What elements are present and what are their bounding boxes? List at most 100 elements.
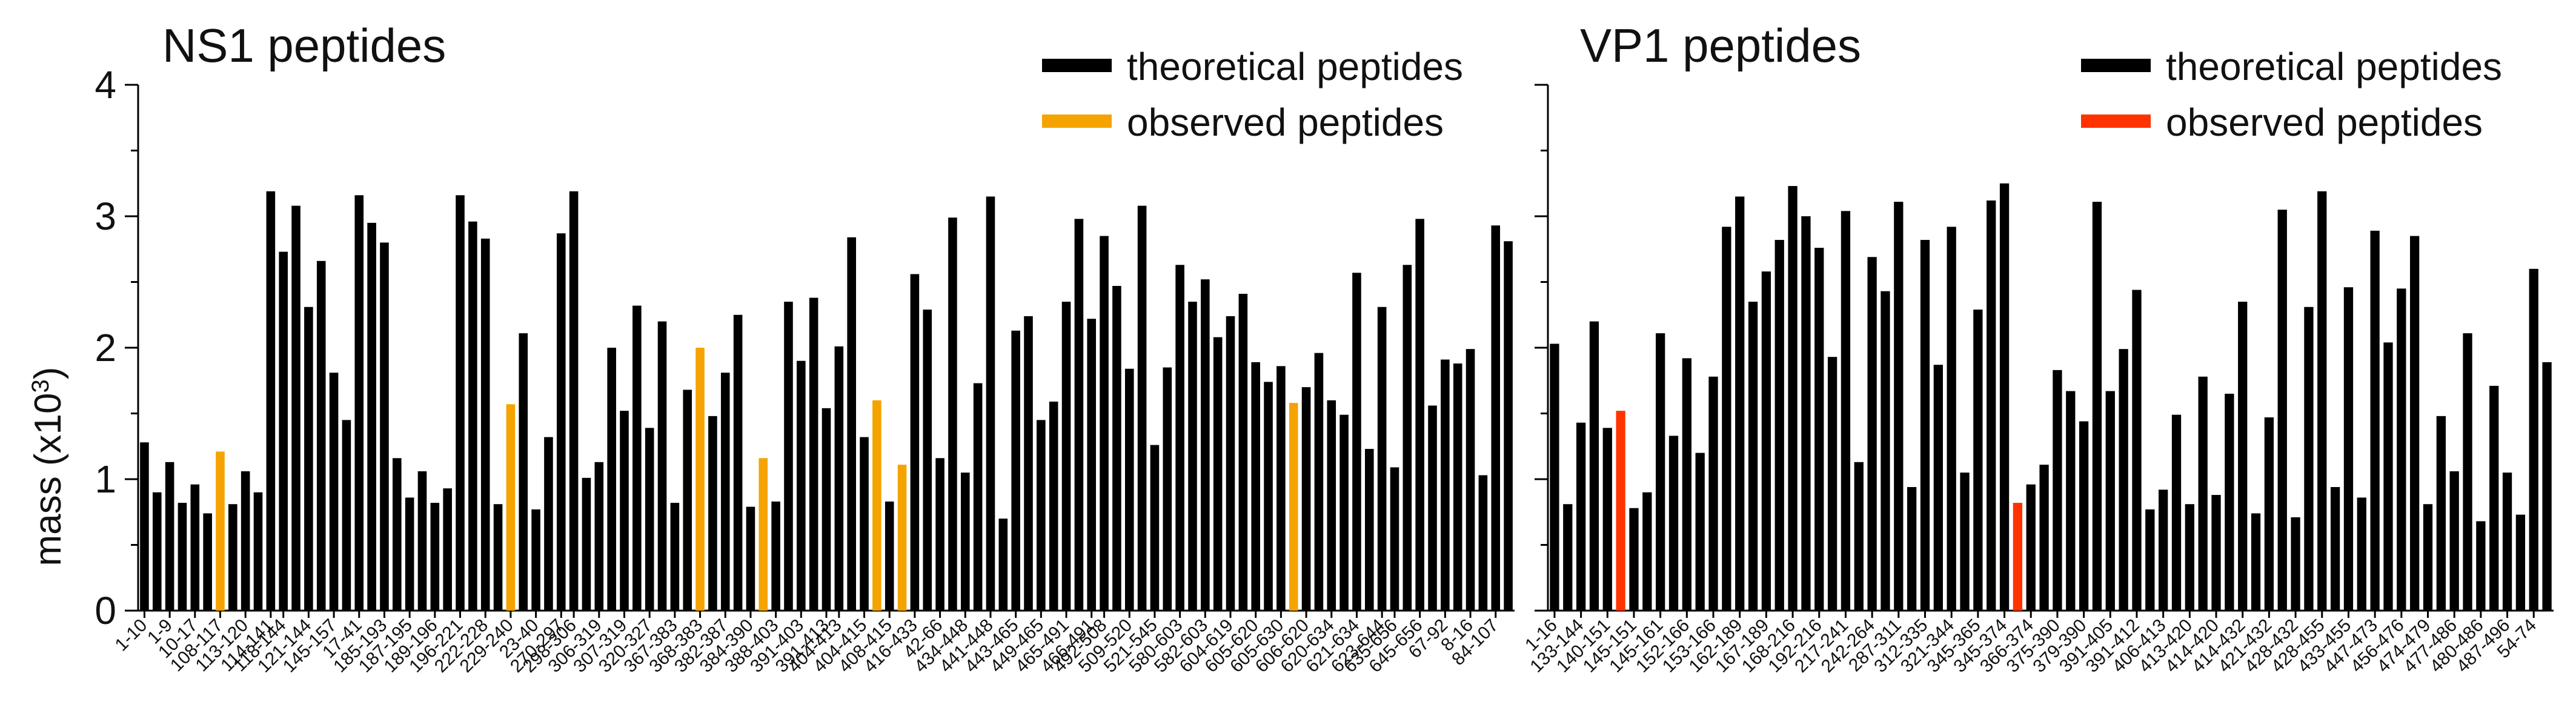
bar-theoretical (1478, 475, 1488, 611)
bar-theoretical (948, 217, 957, 611)
bar-theoretical (986, 196, 995, 611)
bar-theoretical (493, 504, 503, 611)
bar-theoretical (556, 233, 566, 611)
bar-theoretical (1589, 321, 1599, 611)
bar-theoretical (935, 458, 944, 611)
bar-theoretical (2171, 414, 2182, 611)
bar-theoretical (1011, 330, 1020, 611)
bar-theoretical (2053, 370, 2062, 611)
bar-observed (1616, 411, 1625, 611)
bar-theoretical (1188, 302, 1197, 611)
bar-theoretical (1087, 319, 1097, 611)
bar-theoretical (2449, 471, 2459, 611)
bar-theoretical (1415, 219, 1424, 611)
bar-theoretical (1213, 337, 1223, 611)
bar-theoretical (594, 462, 604, 611)
bar-theoretical (1074, 219, 1084, 611)
legend-label: theoretical peptides (2166, 45, 2502, 88)
bar-theoretical (2039, 465, 2049, 611)
y-tick-label: 4 (95, 63, 116, 107)
bar-theoretical (1774, 240, 1784, 611)
bar-theoretical (266, 191, 276, 611)
bar-theoretical (1550, 343, 1559, 611)
y-axis-label: mass (x103) (27, 367, 69, 566)
y-tick-label: 1 (95, 457, 116, 501)
bar-theoretical (1960, 473, 1970, 611)
bar-theoretical (860, 437, 869, 611)
bar-theoretical (2026, 484, 2036, 611)
bar-theoretical (1788, 186, 1798, 611)
bar-theoretical (2132, 290, 2142, 611)
bar-observed (216, 451, 225, 611)
bar-theoretical (2423, 504, 2433, 611)
bar-theoretical (1403, 265, 1412, 611)
bar-theoretical (1352, 273, 1361, 611)
bar-theoretical (1175, 265, 1184, 611)
bar-theoretical (2105, 391, 2115, 611)
bar-theoretical (2529, 268, 2538, 611)
bar-theoretical (960, 473, 970, 611)
bar-theoretical (847, 237, 856, 611)
bar-theoretical (2542, 362, 2552, 611)
bar-theoretical (2343, 287, 2354, 611)
bar-theoretical (1854, 462, 1864, 611)
bar-theoretical (1920, 240, 1930, 611)
bar-theoretical (1722, 227, 1731, 611)
bar-theoretical (165, 462, 174, 611)
bar-theoretical (1163, 367, 1172, 611)
bar-theoretical (228, 504, 237, 611)
bar-theoretical (2066, 391, 2076, 611)
bar-theoretical (809, 297, 818, 611)
bar-theoretical (1504, 241, 1513, 611)
bar-theoretical (1867, 257, 1877, 611)
legend-label: observed peptides (2166, 101, 2483, 144)
bar-theoretical (2330, 487, 2340, 611)
bar-theoretical (569, 191, 579, 611)
bar-theoretical (1761, 271, 1771, 611)
bar-theoretical (279, 251, 288, 611)
bar-theoretical (2502, 473, 2512, 611)
bar-theoretical (1100, 236, 1109, 611)
bar-observed (1289, 403, 1298, 611)
bar-theoretical (1112, 286, 1121, 611)
chart-title: NS1 peptides (162, 19, 446, 72)
bar-theoretical (1841, 211, 1851, 611)
bar-theoretical (2463, 333, 2472, 611)
bar-theoretical (430, 503, 440, 611)
bar-theoretical (1441, 359, 1450, 611)
bar-theoretical (291, 205, 300, 611)
bar-theoretical (316, 260, 326, 611)
chart-title: VP1 peptides (1580, 19, 1861, 72)
bar-theoretical (607, 348, 616, 611)
bar-observed (506, 404, 516, 611)
bar-theoretical (329, 373, 339, 611)
bar-theoretical (1327, 400, 1336, 611)
bar-theoretical (304, 307, 313, 611)
bar-theoretical (1339, 414, 1349, 611)
bar-theoretical (1682, 358, 1691, 611)
bar-theoretical (2079, 421, 2089, 611)
bar-theoretical (683, 390, 692, 611)
bar-theoretical (2119, 349, 2128, 611)
bar-theoretical (1814, 248, 1824, 611)
bar-theoretical (2304, 307, 2314, 611)
bar-theoretical (2264, 417, 2274, 611)
bar-theoretical (1137, 205, 1147, 611)
bar-theoretical (2211, 495, 2221, 611)
bar-theoretical (1264, 382, 1273, 611)
bar-theoretical (632, 305, 642, 611)
bar-theoretical (1201, 279, 1210, 611)
bar-observed (872, 400, 881, 611)
bar-theoretical (1390, 467, 1399, 611)
bar-theoretical (670, 503, 680, 611)
bar-theoretical (152, 492, 162, 611)
bar-theoretical (1881, 291, 1890, 611)
bar-theoretical (253, 492, 263, 611)
bar-theoretical (367, 222, 376, 611)
bar-theoretical (1642, 492, 1652, 611)
bar-theoretical (2185, 504, 2194, 611)
bar-theoretical (468, 221, 477, 611)
bar-observed (897, 465, 907, 611)
bar-theoretical (1365, 449, 1374, 611)
bar-theoretical (582, 477, 591, 611)
